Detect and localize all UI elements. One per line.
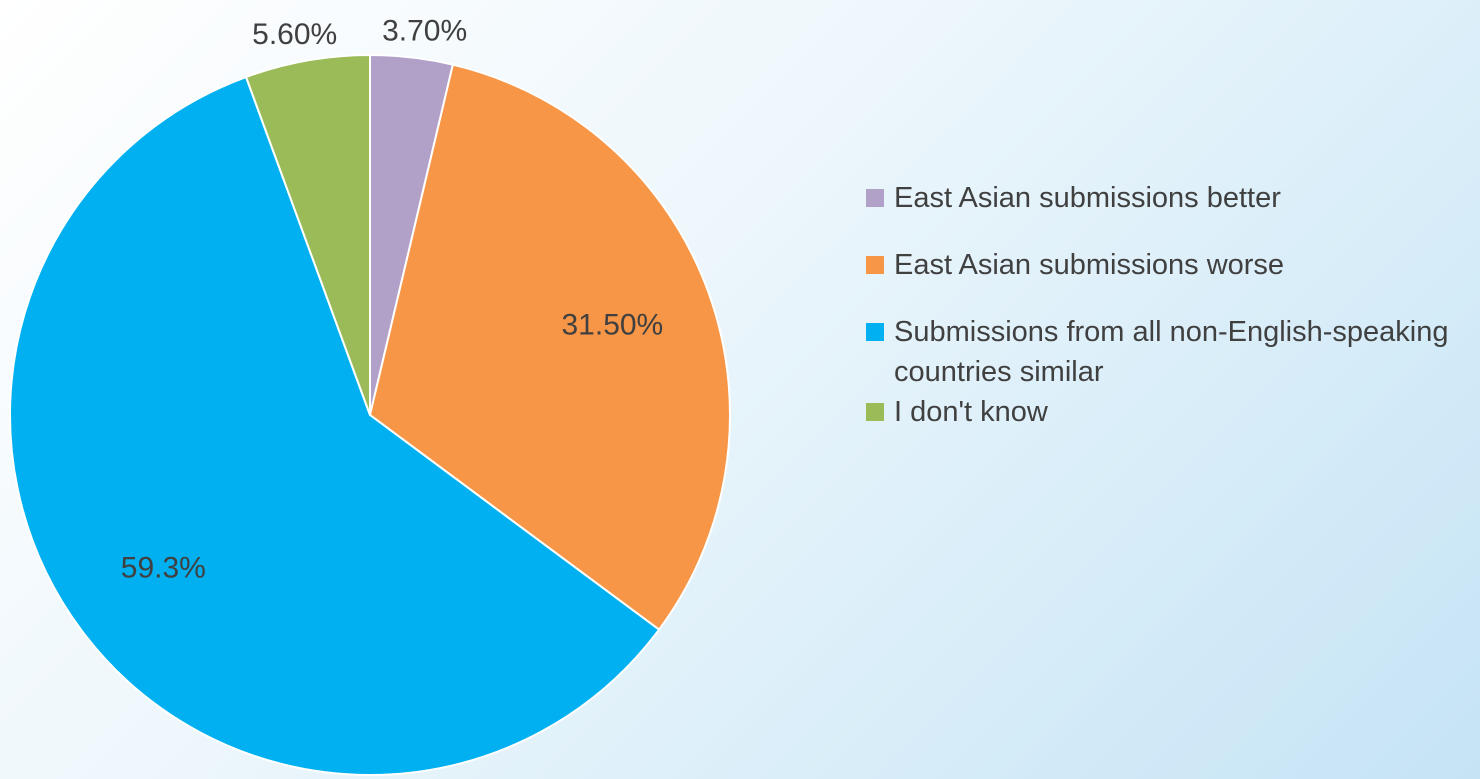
data-label: 59.3%	[121, 551, 206, 584]
legend-swatch	[866, 403, 884, 421]
data-label: 3.70%	[382, 15, 467, 48]
data-label: 5.60%	[252, 18, 337, 51]
legend-entry: East Asian submissions better	[866, 178, 1466, 218]
legend-label: I don't know	[894, 396, 1048, 428]
legend-swatch	[866, 189, 884, 207]
legend-swatch	[866, 256, 884, 274]
legend-entry: I don't know	[866, 392, 1466, 432]
pie-slice	[9, 75, 661, 776]
legend: East Asian submissions better East Asian …	[866, 178, 1466, 432]
legend-label: East Asian submissions better	[894, 182, 1281, 214]
legend-label: East Asian submissions worse	[894, 249, 1285, 281]
legend-label: Submissions from all non-English-speakin…	[894, 316, 1449, 388]
data-label: 31.50%	[561, 308, 663, 341]
pie-slice	[244, 53, 371, 416]
legend-entry: Submissions from all non-English-speakin…	[866, 312, 1466, 392]
pie-slice	[368, 63, 731, 632]
legend-swatch	[866, 323, 884, 341]
legend-entry: East Asian submissions worse	[866, 245, 1466, 285]
